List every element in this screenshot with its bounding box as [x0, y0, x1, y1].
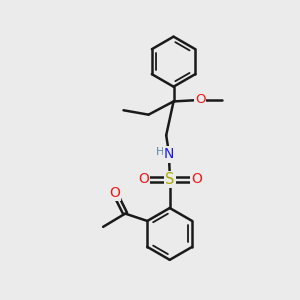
Text: O: O [110, 186, 120, 200]
Text: H: H [155, 147, 164, 157]
Text: O: O [195, 93, 205, 106]
Text: N: N [164, 147, 174, 161]
Text: S: S [165, 172, 174, 187]
Text: O: O [191, 172, 202, 186]
Text: O: O [138, 172, 149, 186]
